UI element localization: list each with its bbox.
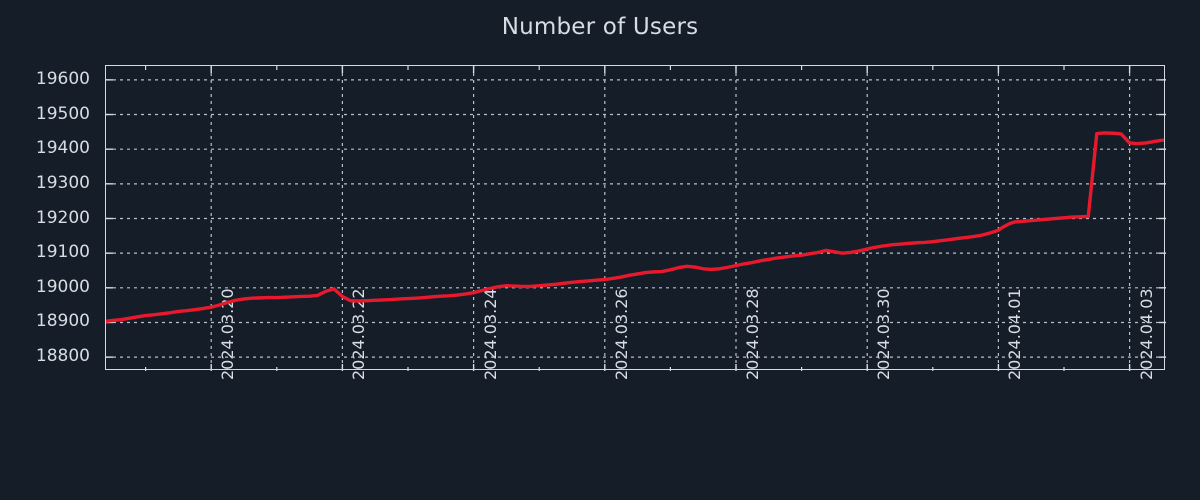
y-tick-label: 19500	[35, 103, 90, 124]
data-line-number-of-users	[106, 131, 1165, 323]
chart-title: Number of Users	[501, 14, 699, 40]
y-tick-label: 19000	[35, 276, 90, 297]
major-tick-marks	[106, 66, 1166, 371]
y-tick-label: 19600	[35, 68, 90, 89]
horizontal-gridlines	[106, 79, 1166, 358]
y-tick-label: 18900	[35, 311, 90, 332]
y-tick-label: 19300	[35, 172, 90, 193]
plot-area	[105, 65, 1166, 371]
vertical-gridlines	[210, 66, 1131, 371]
y-tick-label: 18800	[35, 346, 90, 367]
y-tick-label: 19200	[35, 207, 90, 228]
minor-tick-marks	[144, 66, 1065, 371]
plot-canvas	[106, 66, 1166, 371]
y-tick-label: 19400	[35, 138, 90, 159]
y-tick-label: 19100	[35, 242, 90, 263]
